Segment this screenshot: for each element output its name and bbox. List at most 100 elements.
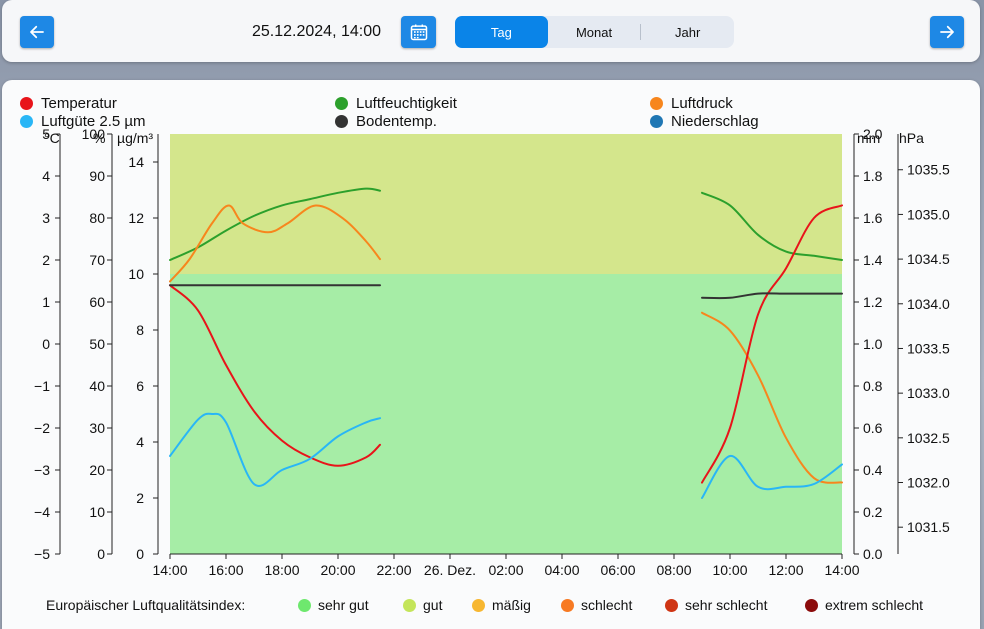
x-axis-tick-label: 22:00 xyxy=(376,562,411,578)
pressure-axis-tick-label: 1031.5 xyxy=(907,519,950,535)
series-line-temperatur xyxy=(701,204,843,484)
aqi-extrem-schlecht: extrem schlecht xyxy=(805,597,923,613)
aqi-band xyxy=(170,274,842,554)
legend-dot xyxy=(650,115,663,128)
arrow-left-icon xyxy=(30,25,44,39)
legend-luftfeuchtigkeit[interactable]: Luftfeuchtigkeit xyxy=(335,95,457,112)
legend-label: Temperatur xyxy=(41,95,117,112)
rain-axis-tick-label: 1.8 xyxy=(863,168,883,184)
legend-luftdruck[interactable]: Luftdruck xyxy=(650,95,733,112)
prev-day-button[interactable] xyxy=(20,16,54,48)
aqi-sehr-schlecht: sehr schlecht xyxy=(665,597,767,613)
tab-monat[interactable]: Monat xyxy=(575,24,613,40)
legend-dot xyxy=(472,598,485,612)
series-line-luftfeuchtigkeit xyxy=(701,191,843,261)
legend-dot xyxy=(20,115,33,128)
pm-axis-tick-label: 8 xyxy=(136,322,144,338)
weather-chart: 543210−1−2−3−4−5100908070605040302010014… xyxy=(34,126,950,578)
pm-axis-tick-label: 12 xyxy=(128,210,144,226)
rain-axis-tick-label: 1.4 xyxy=(863,252,883,268)
legend-label: Luftgüte 2.5 µm xyxy=(41,113,146,130)
x-axis-tick-label: 20:00 xyxy=(320,562,355,578)
rain-axis-tick-label: 0.8 xyxy=(863,378,883,394)
next-day-button[interactable] xyxy=(930,16,964,48)
humidity-axis-tick-label: 30 xyxy=(89,420,105,436)
temp-axis-tick-label: 0 xyxy=(42,336,50,352)
aqi-label: extrem schlecht xyxy=(825,597,924,613)
temp-axis-tick-label: −3 xyxy=(34,462,50,478)
x-axis-tick-label: 14:00 xyxy=(824,562,859,578)
legend-niederschlag[interactable]: Niederschlag xyxy=(650,113,759,130)
rain-axis-unit: mm xyxy=(857,130,881,146)
x-axis-tick-label: 14:00 xyxy=(152,562,187,578)
aqi-label: sehr gut xyxy=(318,597,369,613)
aqi-label: mäßig xyxy=(492,597,531,613)
pressure-axis-tick-label: 1035.0 xyxy=(907,206,950,222)
pressure-axis-tick-label: 1034.5 xyxy=(907,251,950,267)
series-line-temperatur xyxy=(169,284,381,467)
series-line-luftdruck xyxy=(169,204,381,283)
legend-dot xyxy=(665,598,678,612)
series-line-luftdruck xyxy=(701,311,843,484)
period-selector: Tag Monat Jahr xyxy=(455,16,734,48)
legend-luftguete[interactable]: Luftgüte 2.5 µm xyxy=(20,113,146,130)
x-axis-tick-label: 12:00 xyxy=(768,562,803,578)
rain-axis-tick-label: 1.2 xyxy=(863,294,883,310)
rain-axis-tick-label: 0.0 xyxy=(863,546,883,562)
tab-divider xyxy=(640,24,642,40)
aqi-schlecht: schlecht xyxy=(561,597,632,613)
humidity-axis-tick-label: 50 xyxy=(89,336,105,352)
humidity-axis-tick-label: 0 xyxy=(97,546,105,562)
legend-bodentemp[interactable]: Bodentemp. xyxy=(335,113,437,130)
humidity-axis-tick-label: 10 xyxy=(89,504,105,520)
x-axis-tick-label: 08:00 xyxy=(656,562,691,578)
x-axis-tick-label: 04:00 xyxy=(544,562,579,578)
pm-axis-tick-label: 2 xyxy=(136,490,144,506)
humidity-axis-tick-label: 80 xyxy=(89,210,105,226)
legend-label: Luftfeuchtigkeit xyxy=(356,95,457,112)
legend-dot xyxy=(805,598,818,612)
legend-dot xyxy=(335,115,348,128)
pressure-axis-tick-label: 1032.0 xyxy=(907,475,950,491)
aqi-legend-title: Europäischer Luftqualitätsindex: xyxy=(46,597,246,613)
pressure-axis-tick-label: 1032.5 xyxy=(907,430,950,446)
legend-dot xyxy=(335,97,348,110)
aqi-label: schlecht xyxy=(581,597,633,613)
pressure-axis-unit: hPa xyxy=(899,130,924,146)
x-axis-tick-label: 02:00 xyxy=(488,562,523,578)
pm-axis-tick-label: 10 xyxy=(128,266,144,282)
pm-axis-tick-label: 0 xyxy=(136,546,144,562)
legend-dot xyxy=(298,598,311,612)
temp-axis-tick-label: 1 xyxy=(42,294,50,310)
x-axis-tick-label: 26. Dez. xyxy=(424,562,476,578)
calendar-button[interactable] xyxy=(401,16,436,48)
current-date[interactable]: 25.12.2024, 14:00 xyxy=(252,23,382,40)
tab-jahr[interactable]: Jahr xyxy=(675,24,701,40)
aqi-gut: gut xyxy=(403,597,442,613)
pressure-axis-tick-label: 1033.5 xyxy=(907,340,950,356)
legend-label: Niederschlag xyxy=(671,113,759,130)
aqi-label: gut xyxy=(423,597,443,613)
rain-axis-tick-label: 2.0 xyxy=(863,126,883,142)
rain-axis-tick-label: 1.6 xyxy=(863,210,883,226)
legend-label: Bodentemp. xyxy=(356,113,437,130)
tab-tag[interactable]: Tag xyxy=(455,16,548,48)
series-line-luftfeuchtigkeit xyxy=(169,187,381,261)
rain-axis-tick-label: 0.4 xyxy=(863,462,883,478)
temp-axis-tick-label: −5 xyxy=(34,546,50,562)
legend-dot xyxy=(650,97,663,110)
temp-axis-tick-label: −1 xyxy=(34,378,50,394)
rain-axis-tick-label: 0.2 xyxy=(863,504,883,520)
humidity-axis-tick-label: 90 xyxy=(89,168,105,184)
pressure-axis-tick-label: 1034.0 xyxy=(907,296,950,312)
x-axis-tick-label: 16:00 xyxy=(208,562,243,578)
legend-temperatur[interactable]: Temperatur xyxy=(20,95,117,112)
x-axis-tick-label: 18:00 xyxy=(264,562,299,578)
humidity-axis-tick-label: 20 xyxy=(89,462,105,478)
aqi-sehr-gut: sehr gut xyxy=(298,597,369,613)
aqi-label: sehr schlecht xyxy=(685,597,768,613)
arrow-right-icon xyxy=(940,25,954,39)
legend-dot xyxy=(403,598,416,612)
temp-axis-tick-label: −4 xyxy=(34,504,50,520)
series-line-luftgüte-2-5-m xyxy=(169,412,381,487)
